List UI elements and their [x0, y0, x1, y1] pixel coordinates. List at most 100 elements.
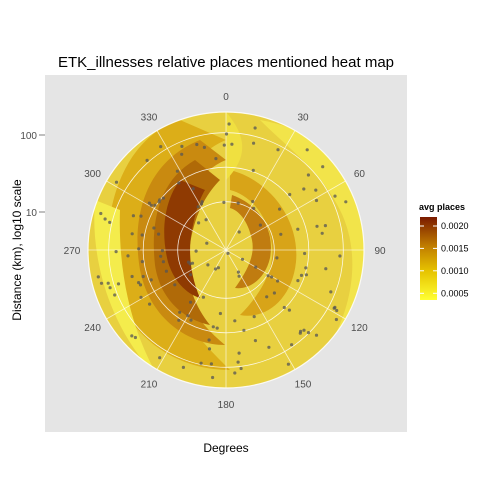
data-point — [157, 232, 161, 236]
data-point — [99, 211, 103, 216]
data-point — [304, 266, 308, 270]
data-point — [226, 251, 230, 255]
data-point — [202, 145, 206, 149]
data-point — [106, 281, 110, 285]
data-point — [130, 274, 134, 279]
data-point — [253, 126, 257, 130]
data-point — [188, 273, 192, 277]
data-point — [288, 192, 292, 197]
data-point — [218, 311, 222, 316]
legend-tick-label-1: 0.0015 — [441, 243, 469, 253]
data-point — [161, 196, 165, 200]
data-point — [200, 200, 204, 204]
data-point — [209, 362, 213, 366]
data-point — [139, 214, 143, 218]
angle-tick-240: 240 — [84, 323, 101, 334]
grid-spoke-300 — [106, 180, 227, 251]
angle-tick-330: 330 — [141, 113, 158, 124]
angle-tick-270: 270 — [64, 246, 81, 257]
angle-ticks: 0 30 60 90 120 150 180 210 240 270 300 330 — [64, 92, 386, 411]
data-point — [149, 278, 153, 282]
data-point — [140, 233, 144, 237]
angle-tick-300: 300 — [84, 169, 101, 180]
data-point — [197, 221, 201, 225]
data-point — [145, 158, 149, 162]
legend: avg places 0.0020 0.0015 0.0010 0.0005 — [419, 202, 469, 300]
heat-contour-4 — [230, 170, 297, 316]
grid-spoke-150 — [225, 249, 296, 370]
data-point — [194, 249, 198, 253]
data-point — [251, 168, 255, 172]
data-point — [296, 279, 300, 283]
data-point — [103, 217, 107, 221]
data-point — [153, 203, 157, 207]
grid-spoke-330 — [156, 130, 227, 251]
data-point — [130, 232, 134, 236]
data-point — [189, 318, 193, 322]
legend-tick-label-2: 0.0010 — [441, 266, 469, 276]
data-point — [276, 148, 280, 152]
data-point — [266, 274, 270, 278]
grid-spoke-240 — [106, 249, 227, 320]
data-point — [211, 325, 215, 329]
angle-tick-30: 30 — [297, 113, 309, 124]
heat-contour-8 — [94, 200, 160, 380]
data-point — [201, 295, 205, 299]
polar-grid — [87, 111, 365, 389]
angle-tick-180: 180 — [218, 400, 235, 411]
data-point — [240, 257, 245, 261]
data-point — [265, 295, 269, 299]
data-point — [164, 269, 168, 273]
data-point — [160, 249, 164, 253]
data-point — [204, 218, 208, 222]
data-point — [207, 347, 212, 351]
data-point — [242, 328, 246, 332]
data-point — [205, 241, 209, 245]
data-point — [157, 200, 161, 204]
data-point — [323, 224, 327, 228]
data-point — [175, 169, 179, 173]
data-point — [233, 371, 237, 375]
data-point — [252, 206, 256, 210]
data-point — [222, 143, 226, 147]
data-point — [133, 335, 137, 340]
data-point — [252, 315, 256, 319]
data-point — [329, 290, 333, 294]
data-point — [222, 200, 226, 204]
data-point — [335, 308, 339, 313]
data-point — [180, 144, 184, 148]
data-point — [213, 267, 218, 271]
angle-tick-0: 0 — [223, 92, 229, 103]
radial-tick-label-10: 10 — [26, 208, 38, 219]
data-point — [233, 319, 237, 323]
data-point — [302, 328, 306, 332]
grid-spoke-30 — [225, 130, 296, 251]
data-point — [236, 360, 240, 364]
data-point — [237, 351, 241, 355]
legend-colorbar — [420, 217, 437, 300]
data-point — [158, 356, 162, 360]
legend-tick-label-0: 0.0020 — [441, 221, 469, 231]
data-point — [108, 286, 112, 290]
radial-tick-10: 10 — [26, 208, 45, 219]
grid-spoke-60 — [225, 180, 346, 251]
data-point — [147, 201, 151, 205]
angle-tick-90: 90 — [374, 246, 386, 257]
data-point — [276, 279, 280, 283]
data-point — [130, 334, 134, 338]
data-point — [252, 141, 256, 145]
data-point — [236, 201, 240, 205]
data-point — [251, 199, 255, 204]
data-point — [272, 291, 276, 295]
data-point — [180, 152, 184, 156]
data-point — [320, 231, 324, 235]
data-point — [270, 275, 274, 279]
data-point — [177, 318, 181, 322]
data-point — [216, 266, 220, 270]
angle-tick-120: 120 — [351, 323, 368, 334]
heat-contour-5 — [230, 195, 271, 289]
data-point — [161, 260, 165, 264]
data-point — [148, 302, 152, 306]
data-point — [290, 343, 294, 347]
heat-contour-0 — [108, 120, 230, 370]
